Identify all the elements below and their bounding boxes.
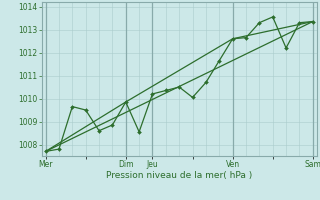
X-axis label: Pression niveau de la mer( hPa ): Pression niveau de la mer( hPa ) — [106, 171, 252, 180]
